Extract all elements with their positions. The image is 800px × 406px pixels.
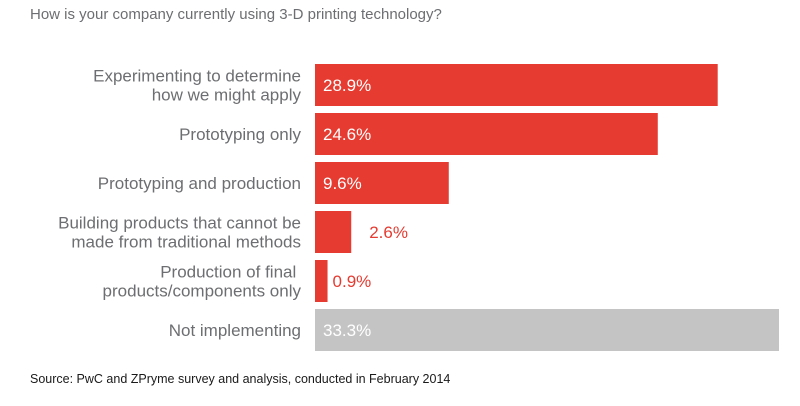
bar (315, 162, 449, 204)
category-label: Prototyping and production (98, 174, 301, 193)
value-label: 33.3% (323, 321, 371, 340)
category-label-line: products/components only (103, 282, 302, 301)
category-label: Prototyping only (179, 125, 301, 144)
category-label-line: Prototyping and production (98, 174, 301, 193)
value-label: 9.6% (323, 174, 362, 193)
value-label: 2.6% (369, 223, 408, 242)
category-label: Building products that cannot be made fro… (58, 214, 301, 252)
category-label-line: Experimenting to determine (93, 67, 301, 86)
bar (315, 64, 718, 106)
source-note: Source: PwC and ZPryme survey and analys… (30, 372, 451, 386)
category-label-line: Prototyping only (179, 125, 301, 144)
bar-group: Not implementing 33.3% (169, 309, 779, 351)
value-label: 28.9% (323, 76, 371, 95)
bar (315, 260, 328, 302)
bar (315, 309, 779, 351)
chart-title: How is your company currently using 3-D … (30, 6, 442, 23)
category-label-line: Production of final (160, 263, 301, 282)
category-label-line: Building products that cannot be (58, 214, 301, 233)
bar (315, 211, 352, 253)
category-label-line: made from traditional methods (71, 233, 301, 252)
bar-group: Prototyping and production 9.6% (98, 162, 449, 204)
value-label: 24.6% (323, 125, 371, 144)
bar (315, 113, 658, 155)
bar-group: Production of final products/components … (103, 260, 372, 302)
category-label-line: Not implementing (169, 321, 301, 340)
category-label: Not implementing (169, 321, 301, 340)
category-label: Experimenting to determine how we might a… (93, 67, 301, 105)
bar-group: Prototyping only 24.6% (179, 113, 658, 155)
value-label: 0.9% (333, 272, 372, 291)
bar-group: Building products that cannot be made fro… (58, 211, 408, 253)
bar-group: Experimenting to determine how we might a… (93, 64, 718, 106)
category-label-line: how we might apply (152, 86, 302, 105)
category-label: Production of final products/components … (103, 263, 302, 301)
